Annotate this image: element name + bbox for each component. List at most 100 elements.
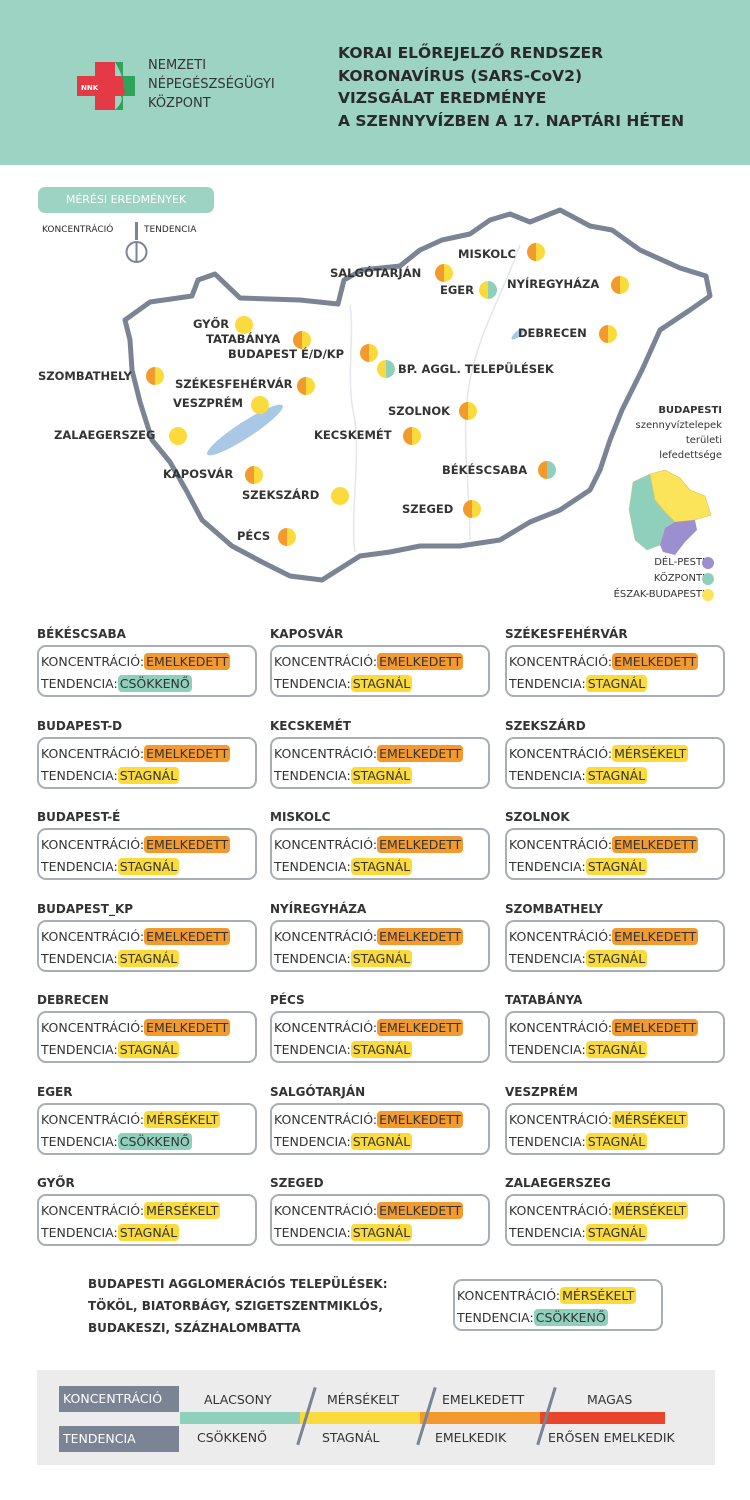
- danube-river: [349, 304, 358, 553]
- lake-balaton: [207, 404, 283, 456]
- org-line: NÉPEGÉSZSÉGÜGYI: [148, 77, 275, 92]
- city-label: GYŐR: [193, 317, 230, 331]
- concentration-label: KONCENTRÁCIÓ:: [509, 745, 613, 761]
- concentration-label: KONCENTRÁCIÓ:: [41, 837, 145, 852]
- city-status-marker: [599, 325, 617, 343]
- concentration-value: EMELKEDETT: [144, 836, 231, 853]
- concentration-value: MÉRSÉKELT: [612, 1110, 689, 1128]
- concentration-value: EMELKEDETT: [377, 927, 464, 945]
- svg-text:NNK: NNK: [81, 84, 99, 92]
- tendency-label: TENDENCIA:: [41, 767, 118, 783]
- tendency-label: TENDENCIA:: [509, 767, 586, 783]
- eszak-budapesti-swatch: [702, 589, 714, 601]
- card-title: VESZPRÉM: [505, 1084, 579, 1099]
- legend-c-1: MÉRSÉKELT: [327, 1392, 400, 1407]
- tendency-value: CSÖKKENŐ: [117, 675, 192, 692]
- tendency-label: TENDENCIA:: [274, 1225, 351, 1240]
- caption-line: BUDAPESTI: [658, 405, 722, 416]
- card-title: SZOMBATHELY: [505, 901, 603, 916]
- city-status-marker: [235, 316, 253, 334]
- concentration-value: MÉRSÉKELT: [144, 1202, 221, 1219]
- tendency-value: STAGNÁL: [350, 1041, 413, 1058]
- result-card: KONCENTRÁCIÓ: EMELKEDETT TENDENCIA: STAGNÁ…: [505, 828, 725, 880]
- organization-name: NEMZETI NÉPEGÉSZSÉGÜGYI KÖZPONT: [148, 56, 275, 113]
- result-card: KONCENTRÁCIÓ: EMELKEDETT TENDENCIA: STAGNÁ…: [270, 1011, 490, 1063]
- nnk-logo: NNK: [77, 62, 135, 110]
- result-card: KONCENTRÁCIÓ: EMELKEDETT TENDENCIA: STAGNÁ…: [270, 736, 490, 789]
- caption-line: területi: [685, 435, 722, 446]
- tendency-label: TENDENCIA:: [274, 1133, 351, 1149]
- city-status-marker: [403, 427, 421, 445]
- tendency-value: STAGNÁL: [585, 949, 648, 967]
- city-status-marker: [331, 487, 349, 505]
- lake-tisza: [511, 328, 525, 340]
- card-title: KAPOSVÁR: [270, 627, 344, 641]
- tendency-value: STAGNÁL: [350, 1132, 413, 1150]
- legend-kozponti: KÖZPONTI: [653, 573, 705, 584]
- legend-concentration-label: KONCENTRÁCIÓ: [59, 1386, 179, 1412]
- concentration-value: EMELKEDETT: [612, 927, 699, 945]
- tisza-river: [464, 244, 521, 541]
- legend-t-3: ERŐSEN EMELKEDIK: [548, 1430, 675, 1445]
- concentration-value: EMELKEDETT: [144, 1019, 231, 1036]
- card-title: SZÉKESFEHÉRVÁR: [505, 627, 628, 641]
- city-label: VESZPRÉM: [173, 396, 243, 410]
- tendency-value: CSÖKKENŐ: [533, 1309, 608, 1326]
- result-card: KONCENTRÁCIÓ: EMELKEDETT TENDENCIA: STAGNÁ…: [505, 645, 725, 697]
- result-card: KONCENTRÁCIÓ: EMELKEDETT TENDENCIA: STAGNÁ…: [270, 919, 490, 972]
- tendency-value: STAGNÁL: [350, 1224, 413, 1241]
- agg-line: TÖKÖL, BIATORBÁGY, SZIGETSZENTMIKLÓS,: [88, 1299, 383, 1313]
- agg-line: BUDAPESTI AGGLOMERÁCIÓS TELEPÜLÉSEK:: [88, 1277, 388, 1291]
- header: NNK NEMZETI NÉPEGÉSZSÉGÜGYI KÖZPONT KORA…: [0, 0, 750, 165]
- card-title: EGER: [37, 1084, 73, 1099]
- result-card: KONCENTRÁCIÓ: EMELKEDETT TENDENCIA: STAGNÁ…: [505, 1011, 725, 1063]
- city-status-marker: [169, 427, 187, 445]
- card-title: MISKOLC: [270, 810, 331, 824]
- concentration-value: EMELKEDETT: [612, 1019, 699, 1036]
- tendency-label: TENDENCIA:: [509, 1225, 586, 1240]
- city-status-marker: [297, 377, 315, 395]
- card-title: KECSKEMÉT: [270, 718, 351, 733]
- key-concentration: KONCENTRÁCIÓ: [42, 225, 114, 235]
- concentration-label: KONCENTRÁCIÓ:: [41, 1203, 145, 1218]
- concentration-value: MÉRSÉKELT: [612, 744, 689, 762]
- legend-del-pesti: DÉL-PESTI: [654, 557, 705, 568]
- card-title: DEBRECEN: [37, 993, 109, 1007]
- concentration-label: KONCENTRÁCIÓ:: [509, 837, 613, 852]
- city-label: BÉKÉSCSABA: [442, 463, 528, 477]
- city-label: TATABÁNYA: [206, 332, 281, 346]
- concentration-label: KONCENTRÁCIÓ:: [274, 745, 378, 761]
- card-title: BUDAPEST-É: [37, 810, 121, 824]
- agglomeration-text: BUDAPESTI AGGLOMERÁCIÓS TELEPÜLÉSEK: TÖK…: [88, 1273, 388, 1339]
- tendency-value: STAGNÁL: [117, 949, 180, 967]
- caption-line: szennyvíztelepek: [635, 420, 722, 431]
- budapest-caption: BUDAPESTI szennyvíztelepek területi lefe…: [602, 403, 722, 463]
- tendency-value: STAGNÁL: [585, 766, 648, 784]
- city-status-marker: [538, 461, 556, 479]
- kozponti-swatch: [702, 573, 714, 585]
- concentration-value: MÉRSÉKELT: [560, 1287, 637, 1304]
- page-title: KORAI ELŐREJELZŐ RENDSZER KORONAVÍRUS (S…: [338, 42, 684, 132]
- card-title: GYŐR: [37, 1176, 75, 1190]
- concentration-value: EMELKEDETT: [377, 653, 464, 670]
- tendency-value: STAGNÁL: [585, 1224, 648, 1241]
- tendency-label: TENDENCIA:: [41, 950, 118, 966]
- city-status-marker: [611, 276, 629, 294]
- key-tendency: TENDENCIA: [144, 225, 197, 235]
- city-status-marker: [377, 360, 395, 378]
- concentration-label: KONCENTRÁCIÓ:: [274, 1111, 378, 1127]
- card-title: SALGÓTARJÁN: [270, 1084, 366, 1099]
- city-label: SZOLNOK: [388, 404, 451, 418]
- city-label: ZALAEGERSZEG: [54, 428, 156, 442]
- hungary-outline: [122, 207, 713, 583]
- concentration-value: EMELKEDETT: [377, 1202, 464, 1219]
- card-title: BÉKÉSCSABA: [37, 627, 126, 641]
- tendency-label: TENDENCIA:: [274, 1042, 351, 1057]
- tendency-label: TENDENCIA:: [41, 1042, 118, 1057]
- tendency-value: STAGNÁL: [117, 766, 180, 784]
- concentration-value: EMELKEDETT: [144, 653, 231, 670]
- concentration-label: KONCENTRÁCIÓ:: [274, 928, 378, 944]
- city-status-marker: [479, 281, 497, 299]
- legend-c-0: ALACSONY: [204, 1392, 272, 1407]
- concentration-label: KONCENTRÁCIÓ:: [509, 654, 613, 669]
